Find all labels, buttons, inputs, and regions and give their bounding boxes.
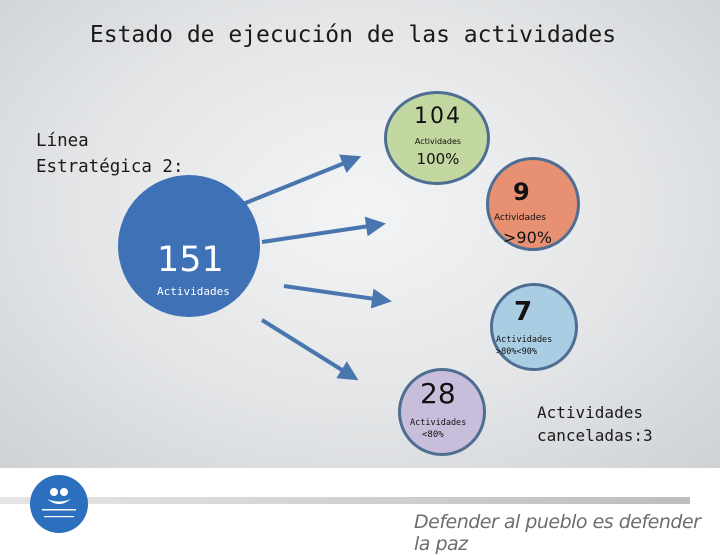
node-100-value: 104 — [414, 104, 462, 129]
node-90-value: 9 — [513, 178, 530, 206]
linea-estrategica-label: Línea Estratégica 2: — [36, 128, 184, 180]
node-90-circle — [486, 157, 580, 251]
cancelled-line-2: canceladas:3 — [537, 426, 653, 445]
arrows-group — [242, 154, 392, 381]
arrow-to-below-80 — [260, 318, 359, 381]
cancelled-activities: Actividades canceladas:3 — [537, 401, 653, 447]
node-80-90-range: >80%<90% — [496, 347, 537, 357]
total-value: 151 — [157, 240, 224, 280]
node-80-90-circle — [490, 283, 578, 371]
arrow-to-100 — [242, 154, 362, 206]
linea-line-2: Estratégica 2: — [36, 157, 184, 177]
linea-line-1: Línea — [36, 131, 89, 151]
total-label: Actividades — [157, 285, 230, 298]
node-below-80-value: 28 — [420, 377, 456, 410]
node-80-90-value: 7 — [514, 297, 533, 327]
node-100-circle — [384, 91, 490, 185]
arrow-to-90 — [261, 216, 386, 244]
footer-slogan: Defender al pueblo es defender la paz — [414, 511, 701, 555]
defensoria-logo — [30, 475, 88, 533]
slide-background: Estado de ejecución de las actividades L… — [0, 0, 720, 468]
node-90-label: Actividades — [494, 213, 546, 223]
slide-title: Estado de ejecución de las actividades — [89, 22, 617, 48]
arrow-to-80-90 — [283, 284, 392, 309]
total-circle — [118, 175, 260, 317]
node-90-range: >90% — [503, 228, 552, 247]
footer-divider — [0, 497, 690, 504]
cancelled-line-1: Actividades — [537, 403, 643, 422]
node-below-80-label: Actividades — [410, 418, 467, 428]
node-80-90-label: Actividades — [496, 335, 553, 345]
logo-emblem-icon — [42, 488, 76, 518]
node-below-80-circle — [398, 368, 486, 456]
node-below-80-range: <80% — [422, 430, 444, 440]
node-100-range: 100% — [416, 150, 460, 168]
node-100-label: Actividades — [414, 137, 462, 146]
